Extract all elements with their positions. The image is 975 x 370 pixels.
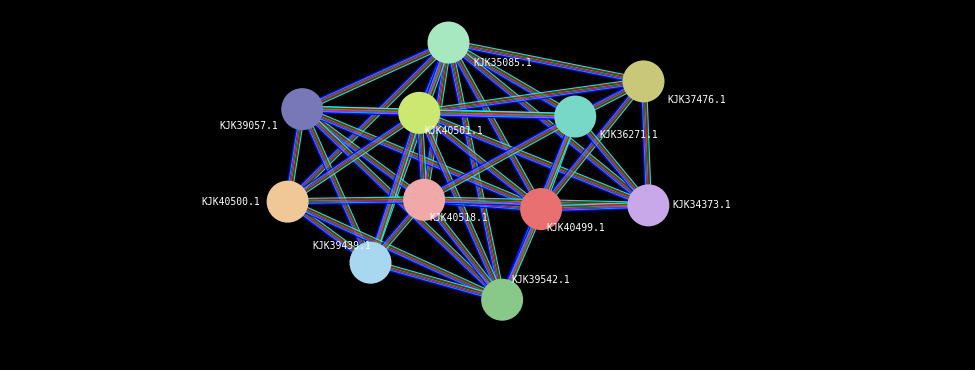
Text: KJK39057.1: KJK39057.1 xyxy=(219,121,278,131)
Circle shape xyxy=(627,184,670,226)
Circle shape xyxy=(622,60,665,102)
Circle shape xyxy=(481,279,524,321)
Text: KJK39542.1: KJK39542.1 xyxy=(512,275,570,286)
Text: KJK40499.1: KJK40499.1 xyxy=(546,222,604,233)
Text: KJK37476.1: KJK37476.1 xyxy=(668,95,726,105)
Circle shape xyxy=(349,242,392,284)
Text: KJK34373.1: KJK34373.1 xyxy=(673,200,731,211)
Circle shape xyxy=(403,179,446,221)
Circle shape xyxy=(281,88,324,130)
Text: KJK35085.1: KJK35085.1 xyxy=(473,58,531,68)
Circle shape xyxy=(266,181,309,223)
Text: KJK40518.1: KJK40518.1 xyxy=(429,213,488,223)
Circle shape xyxy=(427,21,470,64)
Circle shape xyxy=(520,188,563,230)
Circle shape xyxy=(554,95,597,138)
Text: KJK40501.1: KJK40501.1 xyxy=(424,126,483,137)
Text: KJK40500.1: KJK40500.1 xyxy=(202,196,260,207)
Text: KJK39439.1: KJK39439.1 xyxy=(312,241,370,251)
Text: KJK36271.1: KJK36271.1 xyxy=(600,130,658,140)
Circle shape xyxy=(398,92,441,134)
